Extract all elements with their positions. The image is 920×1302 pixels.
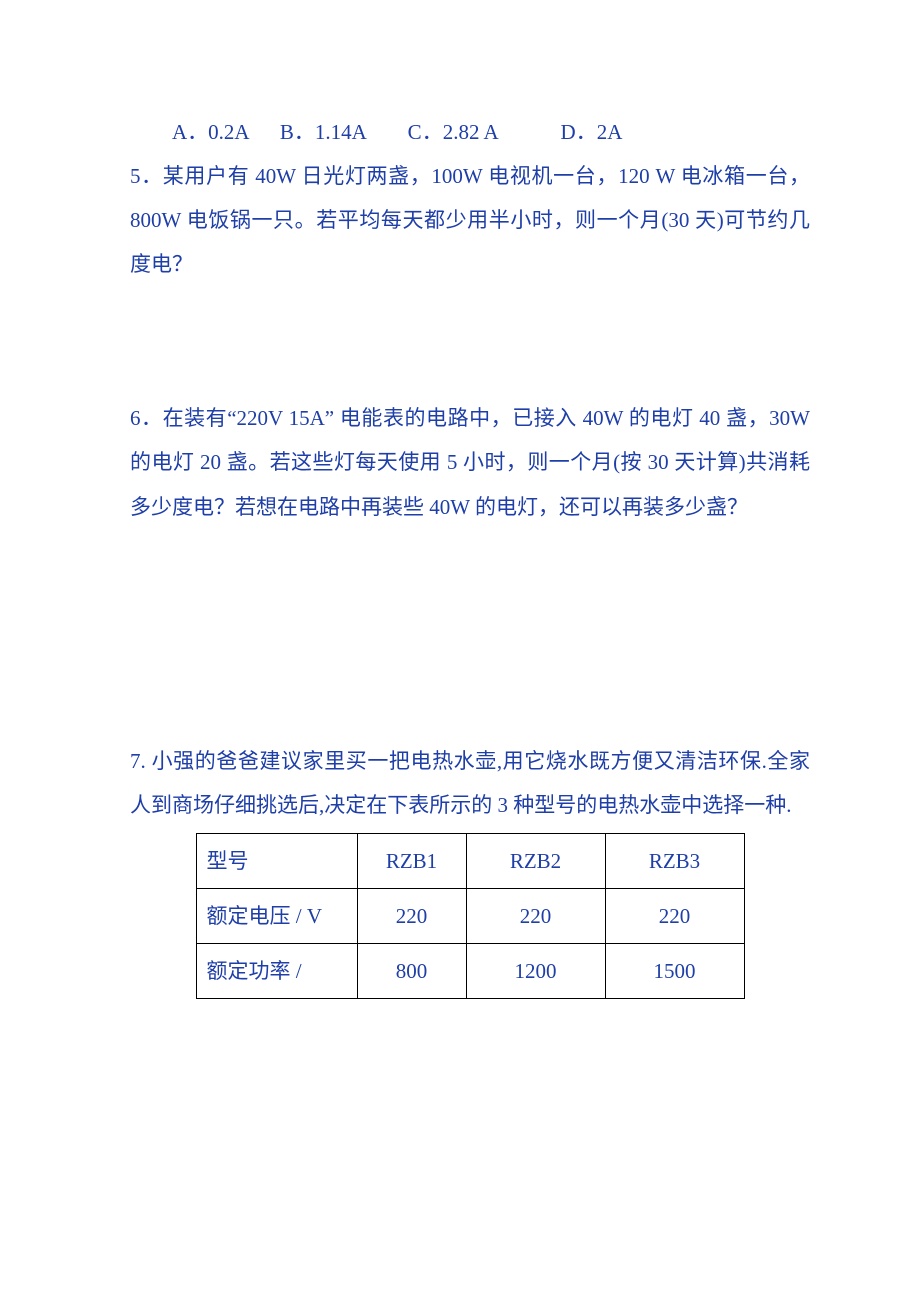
table-cell: 220 (466, 888, 605, 943)
spec-table: 型号 RZB1 RZB2 RZB3 额定电压 / V 220 220 220 额… (196, 833, 745, 999)
table-row: 额定功率 / 800 1200 1500 (196, 943, 744, 998)
q5-text: 5．某用户有 40W 日光灯两盏，100W 电视机一台，120 W 电冰箱一台，… (130, 154, 810, 286)
table-cell: 220 (357, 888, 466, 943)
table-header-cell: RZB2 (466, 833, 605, 888)
table-header-cell: 型号 (196, 833, 357, 888)
q4-options: A．0.2A B．1.14A C．2.82 A D．2A (130, 110, 810, 154)
spacer (130, 529, 810, 739)
q6-text: 6．在装有“220V 15A” 电能表的电路中，已接入 40W 的电灯 40 盏… (130, 396, 810, 528)
table-header-cell: RZB1 (357, 833, 466, 888)
table-cell: 额定电压 / V (196, 888, 357, 943)
document-page: A．0.2A B．1.14A C．2.82 A D．2A 5．某用户有 40W … (0, 0, 920, 1302)
table-cell: 800 (357, 943, 466, 998)
table-cell: 220 (605, 888, 744, 943)
table-row: 额定电压 / V 220 220 220 (196, 888, 744, 943)
spacer (130, 286, 810, 396)
table-row: 型号 RZB1 RZB2 RZB3 (196, 833, 744, 888)
table-cell: 额定功率 / (196, 943, 357, 998)
table-cell: 1200 (466, 943, 605, 998)
table-header-cell: RZB3 (605, 833, 744, 888)
q7-text: 7. 小强的爸爸建议家里买一把电热水壶,用它烧水既方便又清洁环保.全家人到商场仔… (130, 739, 810, 827)
q4-options-text: A．0.2A B．1.14A C．2.82 A D．2A (172, 120, 622, 144)
table-cell: 1500 (605, 943, 744, 998)
